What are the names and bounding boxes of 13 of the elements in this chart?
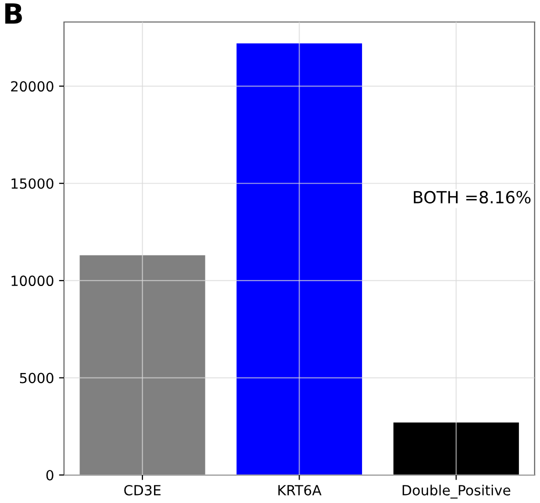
bar — [393, 422, 519, 475]
bar — [236, 43, 362, 475]
x-tick-label: CD3E — [124, 484, 161, 496]
y-tick-label: 20000 — [11, 81, 54, 92]
y-tick-label: 0 — [46, 470, 54, 480]
chart-title: B — [5, 3, 22, 24]
x-tick-label: Double_Positive — [402, 484, 510, 499]
bar — [80, 255, 206, 475]
y-tick-label: 5000 — [20, 372, 54, 384]
x-tick-label: KRT6A — [278, 484, 322, 496]
annotation: BOTH =8.16% — [414, 190, 531, 204]
y-tick-label: 15000 — [12, 178, 54, 189]
y-tick-label: 10000 — [12, 276, 54, 286]
